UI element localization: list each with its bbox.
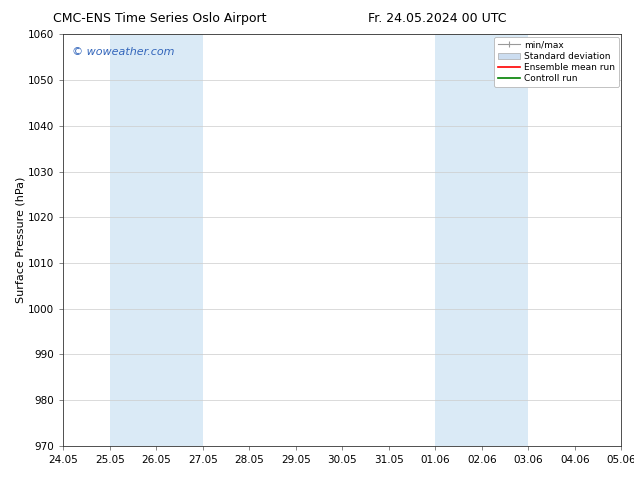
Bar bbox=[110, 34, 203, 446]
Text: CMC-ENS Time Series Oslo Airport: CMC-ENS Time Series Oslo Airport bbox=[53, 12, 266, 25]
Text: © woweather.com: © woweather.com bbox=[72, 47, 174, 57]
Bar bbox=[436, 34, 528, 446]
Y-axis label: Surface Pressure (hPa): Surface Pressure (hPa) bbox=[15, 177, 25, 303]
Text: Fr. 24.05.2024 00 UTC: Fr. 24.05.2024 00 UTC bbox=[368, 12, 506, 25]
Legend: min/max, Standard deviation, Ensemble mean run, Controll run: min/max, Standard deviation, Ensemble me… bbox=[495, 37, 619, 87]
